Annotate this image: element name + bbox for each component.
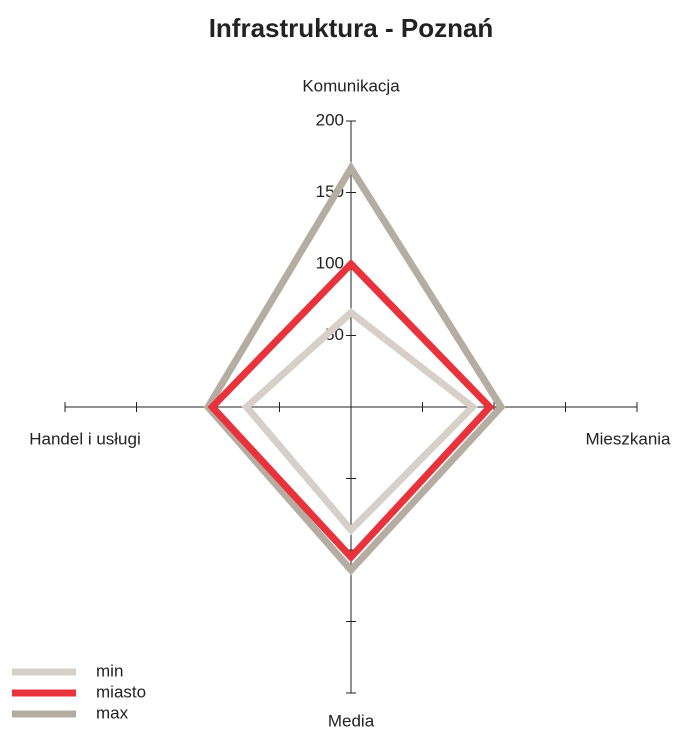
chart-title: Infrastruktura - Poznań <box>209 13 494 43</box>
series-polygon <box>241 308 478 536</box>
legend-label: max <box>96 703 129 722</box>
series-polygon <box>207 258 495 563</box>
legend-label: min <box>96 661 123 680</box>
legend-label: miasto <box>96 682 146 701</box>
axis-label: Komunikacja <box>302 76 400 95</box>
axis-label: Handel i usługi <box>29 429 141 448</box>
r-tick-label: 200 <box>316 110 344 129</box>
axis-label: Mieszkania <box>585 429 671 448</box>
r-tick-label: 100 <box>316 253 344 272</box>
series-polygon <box>203 161 506 576</box>
axis-label: Media <box>328 711 375 730</box>
